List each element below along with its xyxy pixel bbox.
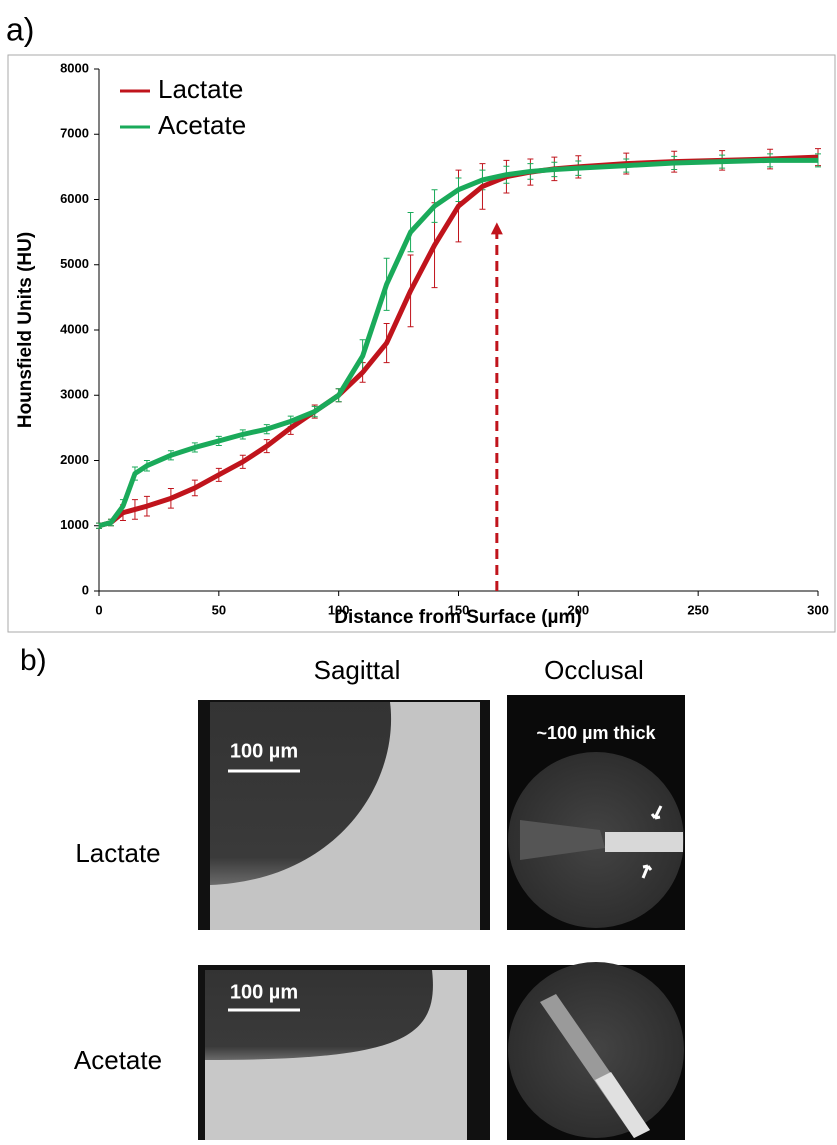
y-tick-label: 5000 <box>60 256 89 271</box>
row-label: Lactate <box>75 838 160 868</box>
sagittal-image <box>198 965 490 1140</box>
row-label: Acetate <box>74 1045 162 1075</box>
scale-bar-label: 100 µm <box>230 981 298 1003</box>
occlusal-image <box>507 695 685 930</box>
sagittal-image <box>198 700 490 930</box>
y-tick-label: 3000 <box>60 387 89 402</box>
chart-frame <box>7 54 836 633</box>
y-axis-title: Hounsfield Units (HU) <box>15 232 36 428</box>
y-tick-label: 8000 <box>60 60 89 75</box>
x-tick-label: 250 <box>687 602 709 617</box>
x-tick-label: 200 <box>567 602 589 617</box>
legend-label: Acetate <box>158 110 246 140</box>
scale-bar-label: 100 µm <box>230 740 298 762</box>
arrow-head <box>490 222 503 235</box>
x-tick-label: 0 <box>95 602 102 617</box>
x-tick-label: 100 <box>328 602 350 617</box>
y-tick-label: 2000 <box>60 452 89 467</box>
plot: 0 1000 2000 3000 4000 5000 6000 7000 8000 0 50 100 1… <box>60 60 829 617</box>
column-label: Occlusal <box>544 655 644 685</box>
y-tick-label: 7000 <box>60 126 89 141</box>
y-tick-label: 0 <box>82 582 89 597</box>
occlusal-image <box>507 962 685 1140</box>
x-tick-label: 50 <box>212 602 226 617</box>
column-label: Sagittal <box>314 655 401 685</box>
x-tick-label: 150 <box>448 602 470 617</box>
y-tick-label: 4000 <box>60 321 89 336</box>
thickness-note: ~100 µm thick <box>537 723 657 743</box>
panel-label: b) <box>20 644 47 677</box>
x-tick-label: 300 <box>807 602 829 617</box>
y-tick-label: 6000 <box>60 191 89 206</box>
panel-label: a) <box>6 11 34 47</box>
legend-label: Lactate <box>158 74 243 104</box>
series-line <box>98 157 818 529</box>
x-axis-title: Distance from Surface (µm) <box>334 607 581 628</box>
y-tick-label: 1000 <box>60 517 89 532</box>
